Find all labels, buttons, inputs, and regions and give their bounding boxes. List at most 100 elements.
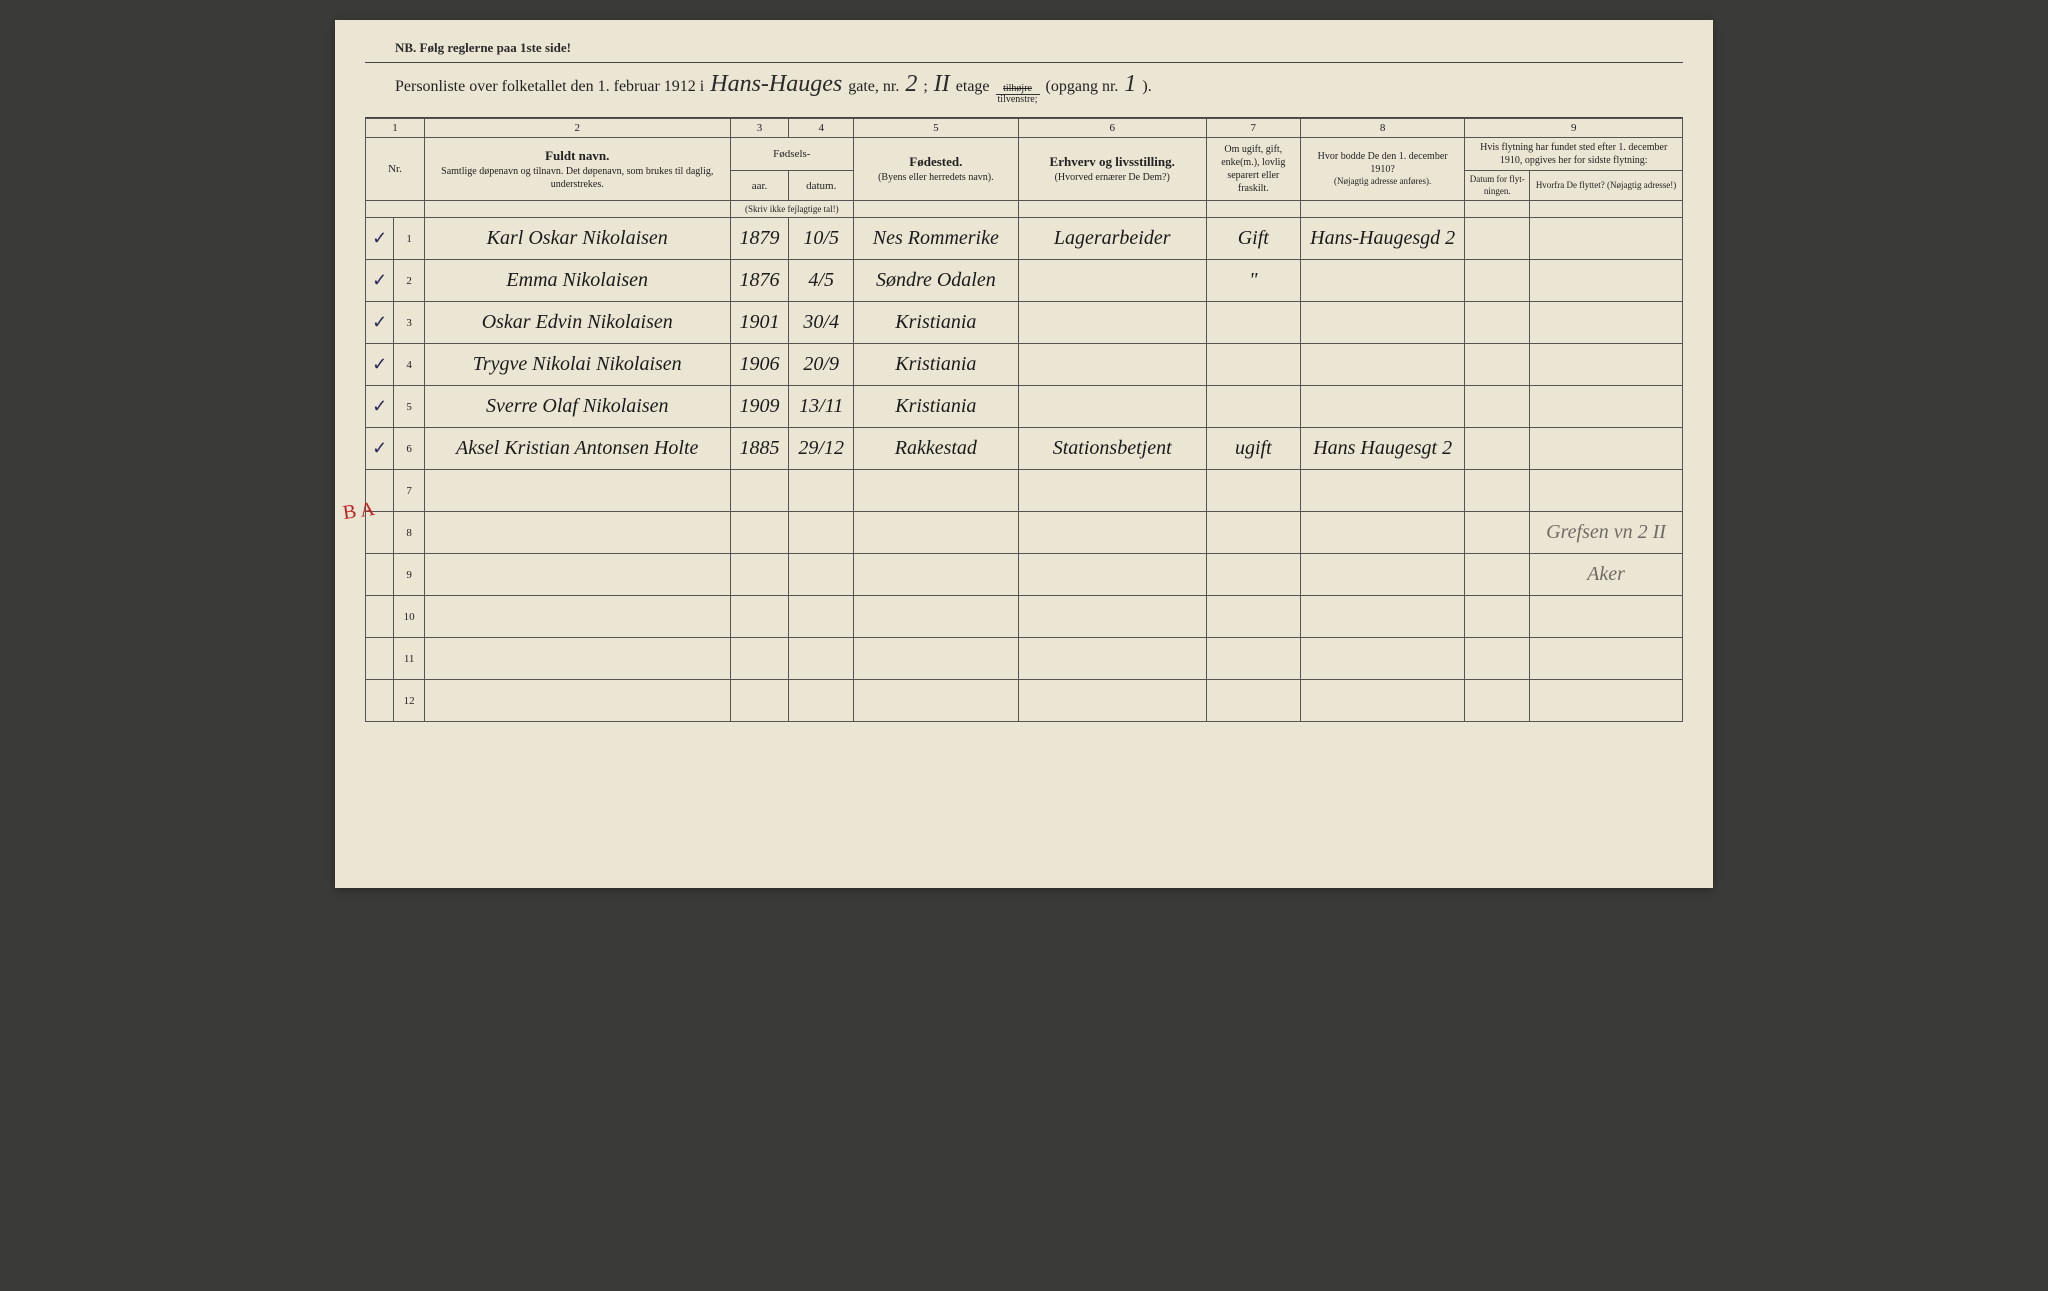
row-occupation [1018,302,1206,344]
row-birthplace: Rakkestad [854,428,1019,470]
row-checkmark: ✓ [366,386,394,428]
hdr-aar: aar. [730,171,789,201]
table-row: 9Aker [366,554,1683,596]
row-checkmark [366,596,394,638]
hdr-addr1910-sub: (Nøjagtig adresse anføres). [1305,176,1461,188]
hdr-flyt-fra: Hvorfra De flyttet? (Nøjagtig adresse!) [1530,171,1683,201]
hdr-blank-5 [1206,201,1300,218]
row-move-from [1530,470,1683,512]
row-birthplace [854,638,1019,680]
row-civil-status [1206,344,1300,386]
hdr-blank-2 [424,201,730,218]
row-occupation [1018,260,1206,302]
hdr-blank-4 [1018,201,1206,218]
row-name [424,680,730,722]
table-row: 8Grefsen vn 2 II [366,512,1683,554]
row-number: 2 [394,260,425,302]
row-date [789,554,854,596]
row-occupation [1018,512,1206,554]
row-birthplace [854,554,1019,596]
form-header: Personliste over folketallet den 1. febr… [365,62,1683,118]
row-move-from [1530,260,1683,302]
hdr-addr1910: Hvor bodde De den 1. december 1910? (Nøj… [1300,138,1465,201]
hdr-addr1910-main: Hvor bodde De den 1. december 1910? [1305,150,1461,176]
table-row: ✓2Emma Nikolaisen18764/5Søndre Odalen" [366,260,1683,302]
row-checkmark [366,680,394,722]
row-move-from [1530,218,1683,260]
row-date: 13/11 [789,386,854,428]
row-occupation [1018,596,1206,638]
row-year [730,512,789,554]
hdr-nr: Nr. [366,138,425,201]
hdr-erhverv-sub: (Hvorved ernærer De Dem?) [1023,171,1202,184]
row-civil-status [1206,386,1300,428]
row-address-1910 [1300,680,1465,722]
row-year [730,470,789,512]
row-name [424,596,730,638]
row-date [789,470,854,512]
row-move-date [1465,512,1530,554]
row-civil-status [1206,680,1300,722]
row-name: Aksel Kristian Antonsen Holte [424,428,730,470]
row-move-date [1465,638,1530,680]
row-number: 5 [394,386,425,428]
row-move-date [1465,680,1530,722]
row-year [730,596,789,638]
table-row: 11 [366,638,1683,680]
hdr-civil-text: Om ugift, gift, enke(m.), lovlig separer… [1211,143,1296,195]
row-occupation [1018,386,1206,428]
row-year: 1885 [730,428,789,470]
row-move-date [1465,428,1530,470]
hdr-aar-label: aar. [735,179,785,193]
hdr-datum-label: datum. [793,179,849,193]
row-date: 20/9 [789,344,854,386]
row-civil-status: ugift [1206,428,1300,470]
row-move-date [1465,302,1530,344]
row-birthplace [854,596,1019,638]
row-address-1910 [1300,638,1465,680]
hdr-blank-7 [1465,201,1530,218]
row-checkmark: ✓ [366,260,394,302]
row-civil-status [1206,638,1300,680]
table-row: 12 [366,680,1683,722]
sep: ; [923,78,927,96]
row-name [424,512,730,554]
header-row-3: (Skriv ikke fejlagtige tal!) [366,201,1683,218]
hdr-erhverv-main: Erhverv og livsstilling. [1023,154,1202,171]
row-name [424,638,730,680]
row-move-from [1530,428,1683,470]
row-move-date [1465,218,1530,260]
header-prefix: Personliste over folketallet den 1. febr… [395,78,704,96]
row-move-date [1465,386,1530,428]
colnum-2: 2 [424,119,730,138]
row-occupation: Stationsbetjent [1018,428,1206,470]
hdr-blank-6 [1300,201,1465,218]
row-year [730,554,789,596]
side-bottom: tilvenstre; [996,95,1040,105]
row-number: 3 [394,302,425,344]
colnum-1: 1 [366,119,425,138]
row-birthplace: Kristiania [854,302,1019,344]
hdr-name: Fuldt navn. Samtlige døpenavn og tilnavn… [424,138,730,201]
row-civil-status [1206,512,1300,554]
row-checkmark: ✓ [366,344,394,386]
opgang-close: ). [1142,78,1151,96]
hdr-flyt-dat: Datum for flyt-ningen. [1465,171,1530,201]
row-occupation [1018,470,1206,512]
row-number: 10 [394,596,425,638]
row-occupation: Lagerarbeider [1018,218,1206,260]
hdr-aar-sub: (Skriv ikke fejlagtige tal!) [730,201,853,218]
hdr-blank-3 [854,201,1019,218]
etage-label: etage [956,78,990,96]
colnum-6: 6 [1018,119,1206,138]
row-date: 30/4 [789,302,854,344]
header-row-1: Nr. Fuldt navn. Samtlige døpenavn og til… [366,138,1683,171]
table-body: ✓1Karl Oskar Nikolaisen187910/5Nes Romme… [366,218,1683,722]
hdr-fodested-sub: (Byens eller herredets navn). [858,171,1014,184]
hdr-flyt-dat-text: Datum for flyt-ningen. [1469,174,1525,197]
hdr-flyt-top: Hvis flytning har fundet sted efter 1. d… [1469,141,1678,167]
row-checkmark [366,554,394,596]
row-birthplace: Nes Rommerike [854,218,1019,260]
row-name: Karl Oskar Nikolaisen [424,218,730,260]
hdr-flyt: Hvis flytning har fundet sted efter 1. d… [1465,138,1683,171]
